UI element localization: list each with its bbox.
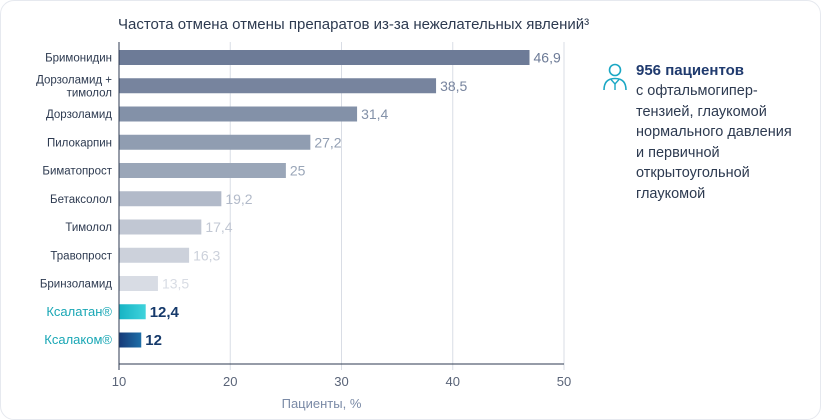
bar bbox=[119, 78, 437, 94]
bar bbox=[119, 219, 202, 235]
patient-count: 956 пациентов bbox=[636, 62, 744, 79]
bar bbox=[119, 163, 286, 178]
value-label: 38,5 bbox=[440, 78, 467, 94]
category-label: Дорзоламид + тимолол bbox=[36, 74, 112, 99]
bar bbox=[119, 276, 158, 291]
category-label: Пилокарпин bbox=[47, 137, 112, 149]
category-label: Ксалатан® bbox=[46, 304, 112, 319]
x-tick-label: 50 bbox=[557, 374, 571, 389]
value-label: 19,2 bbox=[225, 191, 252, 207]
x-tick-label: 40 bbox=[446, 374, 460, 389]
category-label: Бримонидин bbox=[45, 53, 112, 65]
category-label: Бетаксолол bbox=[50, 194, 112, 206]
x-tick-label: 20 bbox=[223, 374, 237, 389]
chart-title: Частота отмена отмены препаратов из-за н… bbox=[118, 16, 590, 33]
value-label: 31,4 bbox=[361, 106, 388, 122]
value-label: 17,4 bbox=[205, 219, 232, 235]
category-label: Бринзоламид bbox=[40, 279, 112, 291]
value-label: 27,2 bbox=[314, 134, 341, 150]
value-label: 12,4 bbox=[150, 304, 180, 321]
value-label: 16,3 bbox=[193, 247, 220, 263]
bar bbox=[119, 50, 530, 65]
x-tick-label: 10 bbox=[112, 374, 126, 389]
bar bbox=[119, 134, 311, 150]
category-label: Тимолол bbox=[65, 222, 112, 234]
x-tick-label: 30 bbox=[334, 374, 348, 389]
patient-description: с офтальмогипер- тензией, глаукомой норм… bbox=[636, 83, 792, 202]
patient-icon bbox=[603, 63, 627, 91]
bar bbox=[119, 247, 190, 263]
value-label: 12 bbox=[145, 332, 162, 349]
value-label: 25 bbox=[290, 163, 306, 179]
value-label: 46,9 bbox=[534, 50, 561, 66]
category-label: Дорзоламид bbox=[46, 109, 112, 121]
bar bbox=[119, 304, 146, 320]
value-label: 13,5 bbox=[162, 276, 189, 292]
category-label: Ксалаком® bbox=[44, 332, 112, 347]
x-axis-label: Пациенты, % bbox=[282, 396, 362, 411]
category-label: Травопрост bbox=[50, 250, 112, 262]
category-label: Биматопрост bbox=[42, 166, 112, 178]
bar bbox=[119, 106, 358, 122]
bar bbox=[119, 332, 142, 348]
bar bbox=[119, 191, 222, 207]
